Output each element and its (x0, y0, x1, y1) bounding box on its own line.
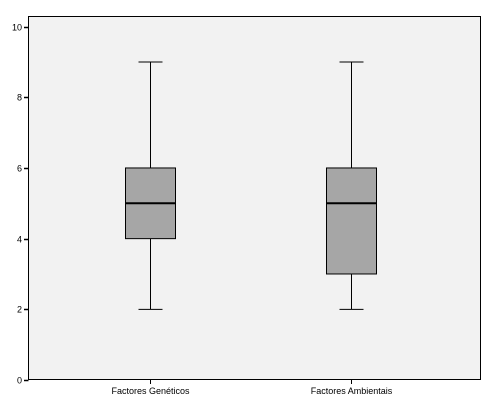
box-group (326, 61, 377, 310)
x-category-label: Factores Genéticos (111, 386, 190, 396)
y-tick-label: 10 (12, 23, 22, 33)
iqr-box (326, 167, 377, 275)
y-tick-label: 6 (17, 164, 22, 174)
y-tick-label: 8 (17, 93, 22, 103)
plot-area (28, 16, 481, 380)
y-tick-label: 2 (17, 305, 22, 315)
x-category-label: Factores Ambientais (311, 386, 393, 396)
y-tick-label: 0 (17, 376, 22, 386)
box-group (125, 61, 176, 310)
y-axis: 0 2 4 6 8 10 (12, 23, 29, 386)
y-tick-label: 4 (17, 235, 22, 245)
x-axis: Factores Genéticos Factores Ambientais (111, 380, 393, 396)
box-series (125, 61, 377, 310)
